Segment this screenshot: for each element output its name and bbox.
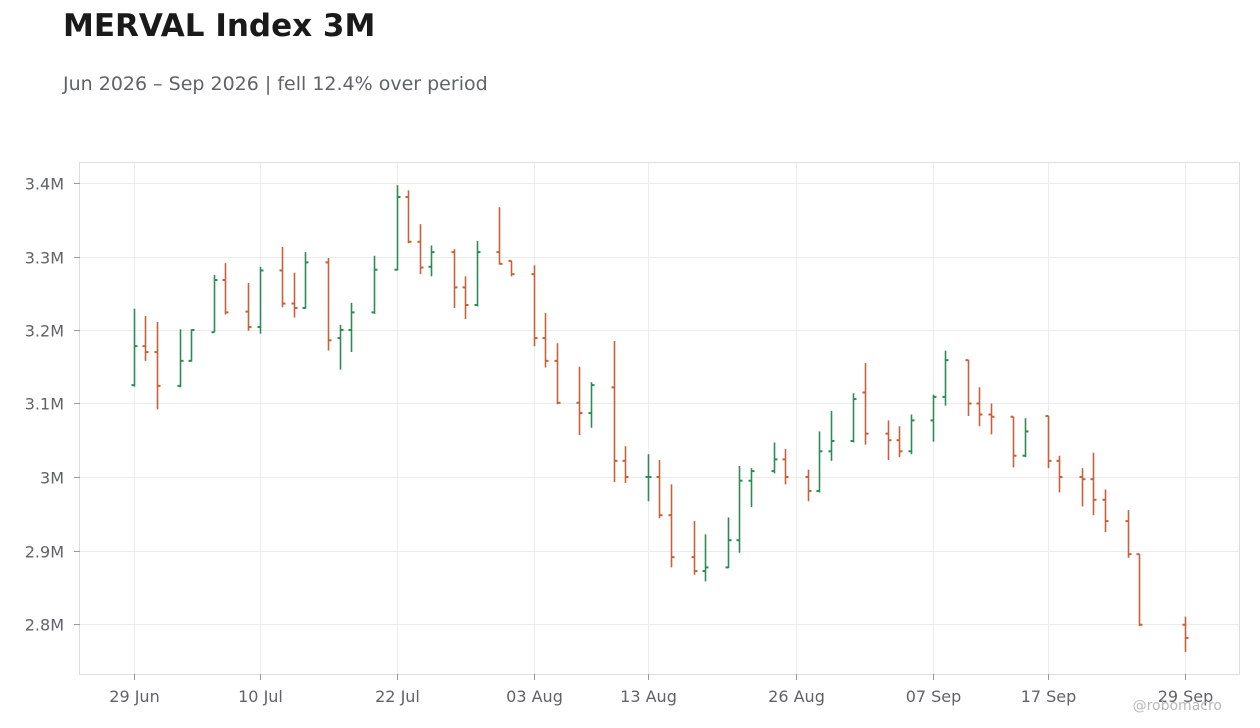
x-tick-label: 26 Aug bbox=[768, 687, 825, 706]
ohlc-bar-down bbox=[1010, 415, 1017, 468]
x-tick-label: 07 Sep bbox=[906, 687, 962, 706]
ohlc-bar-down bbox=[462, 276, 469, 319]
ohlc-bar-up bbox=[908, 414, 915, 455]
ohlc-bar-down bbox=[245, 282, 252, 331]
y-tick-label: 2.9M bbox=[25, 543, 64, 562]
x-tick-label: 29 Sep bbox=[1158, 687, 1214, 706]
ohlc-bar-up bbox=[188, 329, 195, 362]
ohlc-bar-down bbox=[691, 521, 698, 575]
ohlc-bar-down bbox=[805, 469, 812, 502]
ohlc-bar-down bbox=[668, 484, 675, 568]
x-tick-label: 29 Jun bbox=[109, 687, 159, 706]
ohlc-bar-down bbox=[1056, 455, 1063, 493]
ohlc-bar-up bbox=[257, 266, 264, 334]
ohlc-bar-up bbox=[302, 252, 309, 309]
ohlc-bar-down bbox=[531, 265, 538, 347]
chart-subtitle: Jun 2026 – Sep 2026 | fell 12.4% over pe… bbox=[63, 73, 488, 95]
ohlc-bar-up bbox=[816, 431, 823, 493]
y-axis: 2.8M 2.9M 3M 3.1M 3.2M 3.3M 3.4M bbox=[25, 175, 80, 635]
ohlc-bar-down bbox=[988, 403, 995, 435]
ohlc-bar-down bbox=[508, 259, 515, 277]
ohlc-bar-up bbox=[748, 468, 755, 508]
ohlc-bar-down bbox=[611, 341, 618, 483]
ohlc-bar-down bbox=[896, 426, 903, 458]
ohlc-bar-up bbox=[394, 185, 401, 271]
ohlc-bar-down bbox=[451, 249, 458, 308]
ohlc-bar-down bbox=[542, 313, 549, 368]
ohlc-bar-down bbox=[279, 246, 286, 308]
ohlc-bar-up bbox=[177, 329, 184, 388]
ohlc-bar-down bbox=[885, 420, 892, 461]
ohlc-bar-up bbox=[645, 454, 652, 502]
ohlc-bar-up bbox=[736, 465, 743, 553]
x-tick-label: 10 Jul bbox=[238, 687, 283, 706]
ohlc-bar-down bbox=[1125, 510, 1132, 558]
y-tick-label: 3.3M bbox=[25, 249, 64, 268]
ohlc-bar-up bbox=[131, 308, 138, 387]
ohlc-bar-down bbox=[291, 272, 298, 318]
ohlc-bar-down bbox=[142, 316, 149, 361]
ohlc-bar-up bbox=[771, 442, 778, 474]
ohlc-bar-down bbox=[1136, 553, 1143, 627]
ohlc-bar-down bbox=[405, 190, 412, 244]
chart-title: MERVAL Index 3M bbox=[63, 8, 376, 44]
ohlc-bar-down bbox=[1079, 468, 1086, 507]
ohlc-bar-up bbox=[371, 255, 378, 314]
y-tick-label: 2.8M bbox=[25, 616, 64, 635]
y-tick-label: 3.1M bbox=[25, 395, 64, 414]
watermark: @robomacro bbox=[1132, 698, 1222, 714]
ohlc-bar-up bbox=[474, 241, 481, 307]
ohlc-bars bbox=[131, 185, 1189, 652]
ohlc-bar-up bbox=[211, 274, 218, 334]
x-axis: 29 Jun 10 Jul 22 Jul 03 Aug 13 Aug 26 Aug 07 S… bbox=[109, 674, 1213, 706]
ohlc-bar-down bbox=[965, 359, 972, 416]
ohlc-bar-down bbox=[862, 363, 869, 445]
ohlc-bar-down bbox=[496, 207, 503, 265]
y-tick-label: 3M bbox=[40, 469, 64, 488]
ohlc-bar-down bbox=[417, 224, 424, 275]
ohlc-bar-up bbox=[725, 517, 732, 569]
y-tick-label: 3.2M bbox=[25, 322, 64, 341]
x-tick-label: 03 Aug bbox=[506, 687, 563, 706]
ohlc-bar-down bbox=[656, 460, 663, 519]
y-tick-label: 3.4M bbox=[25, 175, 64, 194]
ohlc-bar-up bbox=[348, 302, 355, 353]
ohlc-bar-down bbox=[782, 449, 789, 485]
ohlc-bar-down bbox=[976, 387, 983, 427]
ohlc-bar-up bbox=[588, 382, 595, 428]
plot-area bbox=[79, 162, 1240, 675]
ohlc-bar-down bbox=[1090, 452, 1097, 516]
ohlc-bar-down bbox=[325, 257, 332, 351]
ohlc-bar-down bbox=[554, 343, 561, 405]
ohlc-bar-up bbox=[702, 534, 709, 582]
x-tick-label: 13 Aug bbox=[620, 687, 677, 706]
ohlc-bar-up bbox=[428, 245, 435, 277]
ohlc-bar-down bbox=[1182, 616, 1189, 652]
ohlc-bar-up bbox=[1022, 418, 1029, 458]
x-tick-label: 22 Jul bbox=[375, 687, 420, 706]
ohlc-bar-up bbox=[337, 324, 344, 370]
ohlc-bar-up bbox=[930, 394, 937, 442]
ohlc-bar-down bbox=[576, 366, 583, 436]
ohlc-bar-down bbox=[622, 446, 629, 483]
ohlc-bar-down bbox=[1102, 489, 1109, 533]
ohlc-bar-down bbox=[154, 321, 161, 410]
ohlc-bar-down bbox=[1045, 414, 1052, 469]
ohlc-bar-up bbox=[828, 410, 835, 461]
ohlc-bar-down bbox=[222, 263, 229, 315]
ohlc-bar-up bbox=[850, 393, 857, 443]
x-tick-label: 17 Sep bbox=[1021, 687, 1077, 706]
ohlc-bar-up bbox=[942, 350, 949, 406]
